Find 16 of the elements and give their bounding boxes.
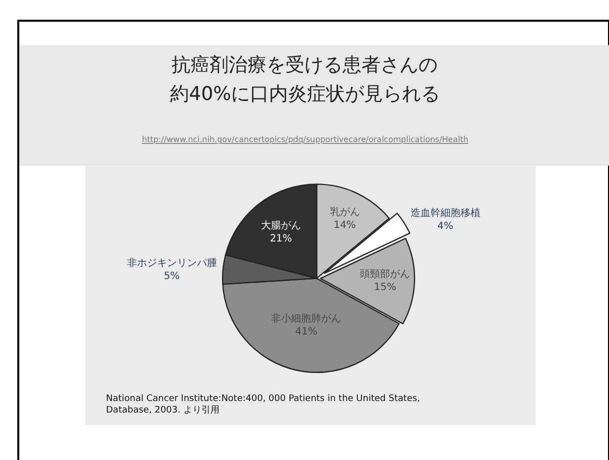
chart-subtitle: 約40%に口内炎症状が見られる [170, 83, 440, 105]
data-label: 14% [334, 220, 356, 232]
text: http://www.nci.nih.gov/cancertopics/pdq/supportivecare/oralcomplications/Health [142, 135, 468, 144]
data-label: 21% [270, 234, 292, 245]
data-label: 15% [374, 282, 396, 293]
data-label: 4% [437, 220, 454, 232]
slice-label: 頭頸部がん [360, 268, 410, 280]
data-label: 5% [164, 270, 180, 282]
chart-title: 抗癌剤治療を受ける患者さんの [172, 54, 438, 76]
slice-label: 造血幹細胞移植 [410, 206, 480, 219]
slice-label: 乳がん [330, 206, 360, 218]
data-label: 41% [295, 326, 318, 338]
text: National Cancer Institute:Note:400, 000 Patients in the United States, Database, 2003. より引用 [106, 394, 420, 416]
slice-label: 非小細胞肺がん [271, 312, 342, 325]
slice-label: 非ホジキンリンパ腫 [126, 256, 217, 269]
slice-label: 大腸がん [260, 220, 301, 232]
